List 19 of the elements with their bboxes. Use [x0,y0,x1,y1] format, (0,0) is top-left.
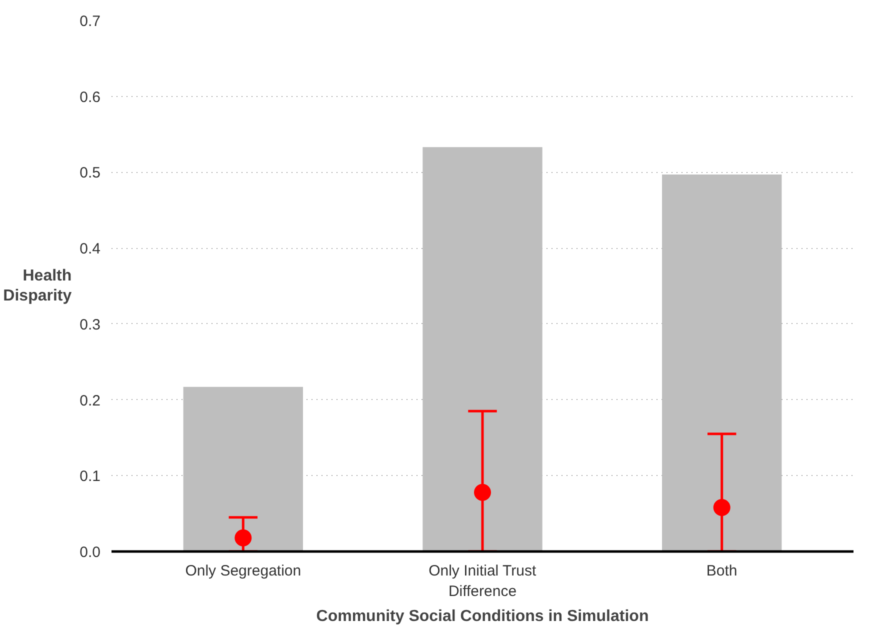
point [474,484,491,501]
x-tick-label: Both [706,562,738,580]
x-axis-title: Community Social Conditions in Simulation [316,608,649,625]
y-tick-label: 0.4 [80,240,101,258]
y-tick-label: 0.7 [80,13,101,30]
point [234,529,252,546]
x-tick-label: Only Segregation [185,562,302,580]
y-tick-label: 0.2 [80,392,101,410]
bar [662,174,782,552]
y-tick-label: 0.5 [80,164,101,182]
y-axis-title: Health Disparity [3,267,72,305]
y-tick-label: 0.6 [80,88,101,106]
y-tick-label: 0.3 [80,316,101,334]
bar [422,147,542,552]
bar [183,386,303,552]
point [713,499,730,516]
y-tick-label: 0.0 [80,544,101,561]
y-tick-label: 0.1 [80,468,101,486]
x-tick-label: Only Initial Trust Difference [428,562,537,600]
